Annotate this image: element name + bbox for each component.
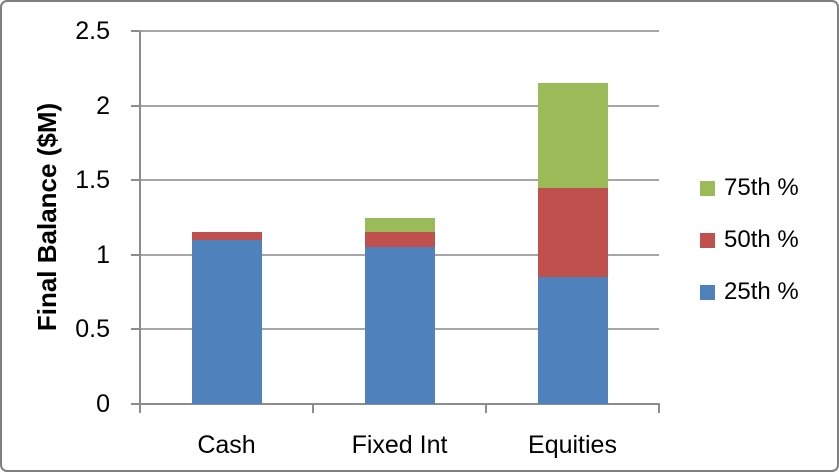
- x-axis-line: [139, 403, 660, 405]
- x-category-label-equities: Equities: [528, 431, 617, 459]
- bar-segment-equities-25th: [537, 277, 608, 404]
- legend-item-75th: 75th %: [700, 173, 799, 203]
- y-axis-tick: [131, 30, 140, 32]
- y-tick-label: 1.5: [75, 166, 110, 195]
- y-axis-tick: [131, 403, 140, 405]
- bar-segment-fixed-int-75th: [364, 217, 435, 233]
- x-axis-tick: [658, 404, 660, 413]
- y-axis-line: [139, 31, 141, 404]
- gridline: [140, 104, 659, 107]
- y-axis-tick: [131, 328, 140, 331]
- y-tick-label: 2: [96, 91, 110, 120]
- legend-swatch-50th: [700, 232, 715, 248]
- legend-label: 75th %: [724, 174, 799, 201]
- y-tick-label: 0: [96, 390, 110, 418]
- y-axis-tick: [131, 253, 140, 256]
- bar-segment-fixed-int-50th: [364, 232, 435, 248]
- x-axis-tick: [312, 404, 314, 413]
- legend-label: 50th %: [724, 226, 799, 253]
- y-tick-label: 2.5: [75, 17, 110, 45]
- x-axis-tick: [139, 404, 141, 413]
- legend-swatch-75th: [700, 180, 715, 196]
- gridline: [140, 30, 659, 32]
- legend-swatch-25th: [700, 284, 715, 300]
- y-tick-label: 1: [96, 240, 110, 269]
- y-axis-tick: [131, 179, 140, 182]
- bar-segment-equities-75th: [537, 83, 608, 188]
- legend-item-50th: 50th %: [700, 225, 799, 255]
- legend: 75th % 50th % 25th %: [700, 173, 799, 307]
- bar-segment-equities-50th: [537, 187, 608, 278]
- gridline: [140, 179, 659, 182]
- legend-label: 25th %: [724, 278, 799, 305]
- y-axis-tick: [131, 104, 140, 107]
- bar-segment-cash-50th: [191, 232, 262, 240]
- legend-item-25th: 25th %: [700, 277, 799, 307]
- y-tick-label: 0.5: [75, 315, 110, 344]
- bar-segment-cash-25th: [191, 239, 262, 404]
- bar-segment-fixed-int-25th: [364, 247, 435, 404]
- x-category-label-cash: Cash: [197, 431, 256, 459]
- x-category-label-fixed-int: Fixed Int: [351, 431, 448, 459]
- y-axis-title: Final Balance ($M): [32, 102, 62, 332]
- x-axis-tick: [485, 404, 487, 413]
